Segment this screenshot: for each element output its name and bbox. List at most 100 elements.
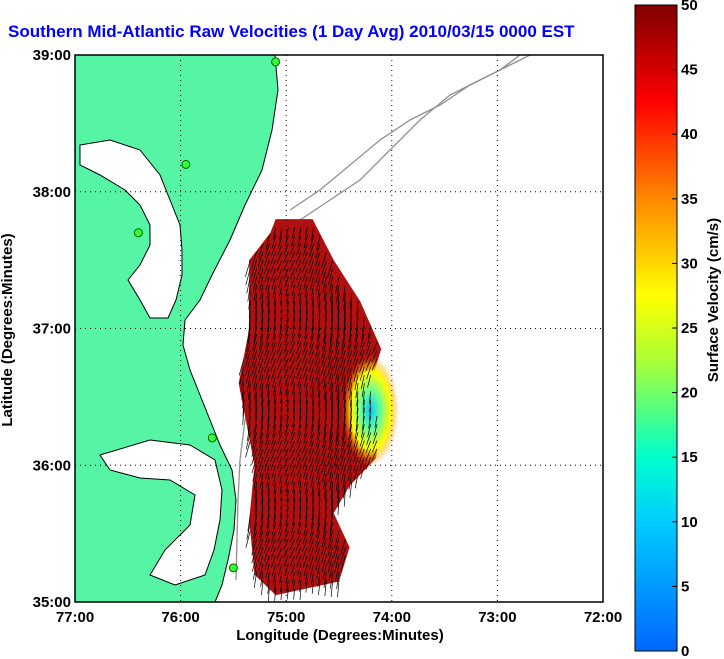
colorbar-tick-label: 45 <box>681 62 698 79</box>
velocity-vector <box>291 514 295 526</box>
velocity-vector <box>365 448 372 462</box>
velocity-vector <box>321 538 327 556</box>
velocity-vector <box>312 489 315 504</box>
colorbar-tick-label: 50 <box>681 0 698 14</box>
velocity-vector <box>279 383 283 395</box>
x-tick-label: 76:00 <box>161 609 199 626</box>
velocity-vector <box>369 407 372 421</box>
velocity-vector <box>292 580 295 592</box>
velocity-vector <box>265 522 270 537</box>
velocity-vector <box>296 456 302 469</box>
velocity-vector <box>264 456 270 471</box>
velocity-vector <box>277 456 283 469</box>
velocity-vector <box>296 530 302 543</box>
velocity-vector <box>341 424 346 442</box>
velocity-vector <box>264 243 270 258</box>
velocity-vector <box>337 301 340 319</box>
velocity-vector <box>270 456 276 470</box>
velocity-vector <box>258 465 264 481</box>
velocity-vector <box>305 580 308 593</box>
velocity-vector <box>251 440 257 457</box>
velocity-vector <box>259 325 264 341</box>
velocity-vector <box>315 333 321 349</box>
velocity-vector <box>348 424 353 441</box>
velocity-vector <box>248 407 251 425</box>
colorbar-label: Surface Velocity (cm/s) <box>705 218 722 382</box>
colorbar-tick-label: 25 <box>681 320 698 337</box>
velocity-vector <box>261 391 264 407</box>
velocity-vector <box>283 268 289 280</box>
velocity-vector <box>276 251 283 264</box>
velocity-vector <box>334 456 340 475</box>
velocity-vector <box>290 276 295 288</box>
velocity-vector <box>272 514 276 528</box>
velocity-vector <box>350 309 353 326</box>
velocity-vector <box>317 284 321 300</box>
velocity-vector <box>254 383 257 400</box>
velocity-vector <box>290 522 295 534</box>
velocity-vector <box>316 424 321 440</box>
velocity-vector <box>372 432 378 445</box>
velocity-vector <box>261 580 264 596</box>
velocity-vector <box>267 489 270 504</box>
velocity-vector <box>324 292 327 309</box>
velocity-vector <box>270 358 276 372</box>
velocity-vector <box>263 448 270 463</box>
velocity-vector <box>265 333 270 348</box>
velocity-vector <box>286 301 289 313</box>
velocity-vector <box>246 522 251 540</box>
velocity-vector <box>350 391 353 408</box>
velocity-vector <box>308 268 314 283</box>
velocity-vector <box>371 350 378 363</box>
velocity-vector <box>297 374 302 387</box>
velocity-vector <box>333 538 340 557</box>
velocity-vector <box>336 481 340 499</box>
velocity-vectors <box>238 227 378 602</box>
velocity-vector <box>273 391 276 404</box>
velocity-vector <box>296 342 302 354</box>
velocity-vector <box>271 366 276 380</box>
velocity-vector <box>251 530 257 548</box>
velocity-vector <box>289 259 295 272</box>
velocity-vector <box>323 284 327 301</box>
velocity-vector <box>323 383 327 400</box>
velocity-vector <box>334 432 340 450</box>
velocity-vector <box>302 366 308 380</box>
velocity-vector <box>329 571 334 589</box>
velocity-vector <box>276 440 283 453</box>
velocity-vector <box>334 465 340 483</box>
velocity-vector <box>356 399 359 415</box>
velocity-vector <box>314 440 321 456</box>
velocity-vector <box>304 383 308 396</box>
velocity-vector <box>251 342 257 359</box>
velocity-vector <box>302 538 308 552</box>
velocity-vector <box>347 465 353 482</box>
velocity-vector <box>261 498 264 514</box>
velocity-vector <box>346 448 353 465</box>
velocity-vector <box>359 366 365 381</box>
velocity-vector <box>285 571 289 584</box>
velocity-vector <box>297 522 302 535</box>
velocity-vector <box>283 358 289 370</box>
velocity-vector <box>271 235 276 249</box>
velocity-vector <box>359 440 365 455</box>
velocity-vector <box>264 358 270 373</box>
velocity-vector <box>365 440 372 454</box>
velocity-vector <box>334 333 340 352</box>
velocity-vector <box>286 399 289 411</box>
velocity-vector <box>273 227 276 240</box>
velocity-vector <box>366 333 372 347</box>
velocity-vector <box>253 514 257 531</box>
velocity-vector <box>323 473 327 490</box>
velocity-vector <box>289 448 295 461</box>
velocity-vector <box>264 260 270 274</box>
velocity-vector <box>321 440 327 457</box>
velocity-vector <box>282 448 289 461</box>
velocity-vector <box>272 424 276 437</box>
velocity-vector <box>295 358 302 371</box>
velocity-vector <box>333 448 340 466</box>
velocity-vector <box>314 251 321 267</box>
velocity-vector <box>304 227 308 240</box>
velocity-vector <box>309 333 314 348</box>
velocity-vector <box>296 432 302 445</box>
